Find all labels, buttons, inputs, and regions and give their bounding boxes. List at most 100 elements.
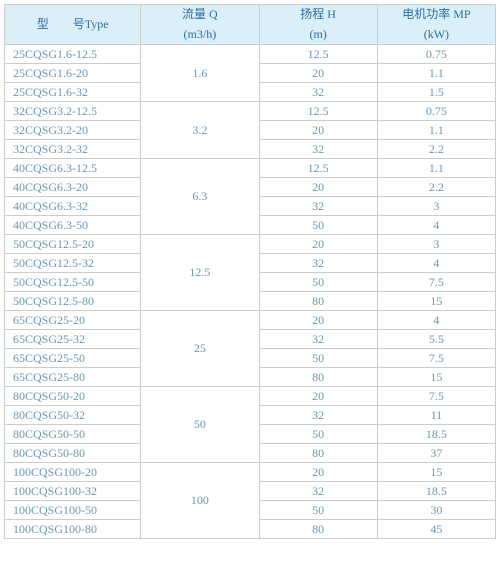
cell-h: 50	[259, 216, 377, 235]
cell-type: 50CQSG12.5-20	[5, 235, 141, 254]
cell-mp: 11	[377, 406, 495, 425]
cell-h: 20	[259, 387, 377, 406]
cell-q: 6.3	[141, 159, 259, 235]
col-header-type: 型 号Type	[5, 5, 141, 45]
cell-type: 100CQSG100-80	[5, 520, 141, 539]
table-row: 100CQSG100-201002015	[5, 463, 496, 482]
cell-h: 20	[259, 64, 377, 83]
table-row: 32CQSG3.2-12.53.212.50.75	[5, 102, 496, 121]
cell-type: 80CQSG50-80	[5, 444, 141, 463]
cell-h: 20	[259, 121, 377, 140]
cell-type: 65CQSG25-20	[5, 311, 141, 330]
cell-mp: 2.2	[377, 178, 495, 197]
cell-mp: 1.1	[377, 64, 495, 83]
cell-type: 32CQSG3.2-20	[5, 121, 141, 140]
cell-mp: 18.5	[377, 425, 495, 444]
cell-h: 20	[259, 463, 377, 482]
cell-h: 32	[259, 482, 377, 501]
cell-mp: 18.5	[377, 482, 495, 501]
cell-h: 32	[259, 197, 377, 216]
cell-h: 12.5	[259, 45, 377, 64]
table-body: 25CQSG1.6-12.51.612.50.7525CQSG1.6-20201…	[5, 45, 496, 539]
cell-mp: 4	[377, 311, 495, 330]
cell-h: 80	[259, 368, 377, 387]
cell-type: 25CQSG1.6-32	[5, 83, 141, 102]
cell-type: 100CQSG100-50	[5, 501, 141, 520]
col-header-q: 流量 Q (m3/h)	[141, 5, 259, 45]
pump-spec-table: 型 号Type 流量 Q (m3/h) 扬程 H (m) 电机功率 MP (kW…	[4, 4, 496, 539]
cell-type: 65CQSG25-80	[5, 368, 141, 387]
cell-h: 50	[259, 425, 377, 444]
cell-type: 80CQSG50-20	[5, 387, 141, 406]
cell-type: 100CQSG100-32	[5, 482, 141, 501]
cell-h: 80	[259, 292, 377, 311]
cell-h: 50	[259, 501, 377, 520]
col-header-q-label: 流量 Q	[182, 7, 218, 21]
cell-mp: 5.5	[377, 330, 495, 349]
cell-mp: 1.5	[377, 83, 495, 102]
cell-type: 65CQSG25-50	[5, 349, 141, 368]
cell-h: 12.5	[259, 159, 377, 178]
cell-type: 80CQSG50-50	[5, 425, 141, 444]
cell-h: 32	[259, 83, 377, 102]
cell-mp: 1.1	[377, 159, 495, 178]
cell-q: 12.5	[141, 235, 259, 311]
cell-type: 65CQSG25-32	[5, 330, 141, 349]
cell-type: 50CQSG12.5-50	[5, 273, 141, 292]
col-header-h: 扬程 H (m)	[259, 5, 377, 45]
cell-type: 40CQSG6.3-12.5	[5, 159, 141, 178]
cell-type: 50CQSG12.5-80	[5, 292, 141, 311]
col-header-h-unit: (m)	[309, 27, 326, 41]
table-row: 80CQSG50-2050207.5	[5, 387, 496, 406]
cell-mp: 0.75	[377, 45, 495, 64]
cell-h: 80	[259, 444, 377, 463]
cell-h: 32	[259, 254, 377, 273]
cell-type: 25CQSG1.6-12.5	[5, 45, 141, 64]
cell-h: 32	[259, 330, 377, 349]
cell-type: 40CQSG6.3-20	[5, 178, 141, 197]
col-header-mp-unit: (kW)	[424, 27, 449, 41]
table-header-row: 型 号Type 流量 Q (m3/h) 扬程 H (m) 电机功率 MP (kW…	[5, 5, 496, 45]
cell-q: 100	[141, 463, 259, 539]
cell-mp: 4	[377, 254, 495, 273]
cell-mp: 15	[377, 292, 495, 311]
cell-type: 40CQSG6.3-50	[5, 216, 141, 235]
cell-h: 20	[259, 311, 377, 330]
cell-type: 50CQSG12.5-32	[5, 254, 141, 273]
table-row: 25CQSG1.6-12.51.612.50.75	[5, 45, 496, 64]
cell-h: 32	[259, 140, 377, 159]
table-row: 65CQSG25-2025204	[5, 311, 496, 330]
cell-mp: 1.1	[377, 121, 495, 140]
col-header-mp-label: 电机功率 MP	[402, 7, 470, 21]
cell-h: 50	[259, 273, 377, 292]
cell-type: 32CQSG3.2-12.5	[5, 102, 141, 121]
cell-type: 80CQSG50-32	[5, 406, 141, 425]
cell-mp: 15	[377, 368, 495, 387]
cell-mp: 7.5	[377, 273, 495, 292]
cell-q: 1.6	[141, 45, 259, 102]
cell-q: 25	[141, 311, 259, 387]
cell-type: 100CQSG100-20	[5, 463, 141, 482]
cell-type: 32CQSG3.2-32	[5, 140, 141, 159]
cell-mp: 3	[377, 197, 495, 216]
cell-mp: 7.5	[377, 349, 495, 368]
cell-mp: 0.75	[377, 102, 495, 121]
table-row: 40CQSG6.3-12.56.312.51.1	[5, 159, 496, 178]
cell-h: 80	[259, 520, 377, 539]
cell-h: 12.5	[259, 102, 377, 121]
cell-type: 40CQSG6.3-32	[5, 197, 141, 216]
cell-mp: 3	[377, 235, 495, 254]
cell-mp: 37	[377, 444, 495, 463]
cell-mp: 7.5	[377, 387, 495, 406]
cell-mp: 45	[377, 520, 495, 539]
col-header-type-label: 型 号Type	[37, 17, 109, 31]
cell-h: 32	[259, 406, 377, 425]
col-header-q-unit: (m3/h)	[184, 27, 217, 41]
cell-mp: 4	[377, 216, 495, 235]
table-row: 50CQSG12.5-2012.5203	[5, 235, 496, 254]
cell-h: 50	[259, 349, 377, 368]
cell-q: 3.2	[141, 102, 259, 159]
cell-mp: 2.2	[377, 140, 495, 159]
cell-h: 20	[259, 178, 377, 197]
col-header-h-label: 扬程 H	[300, 7, 336, 21]
